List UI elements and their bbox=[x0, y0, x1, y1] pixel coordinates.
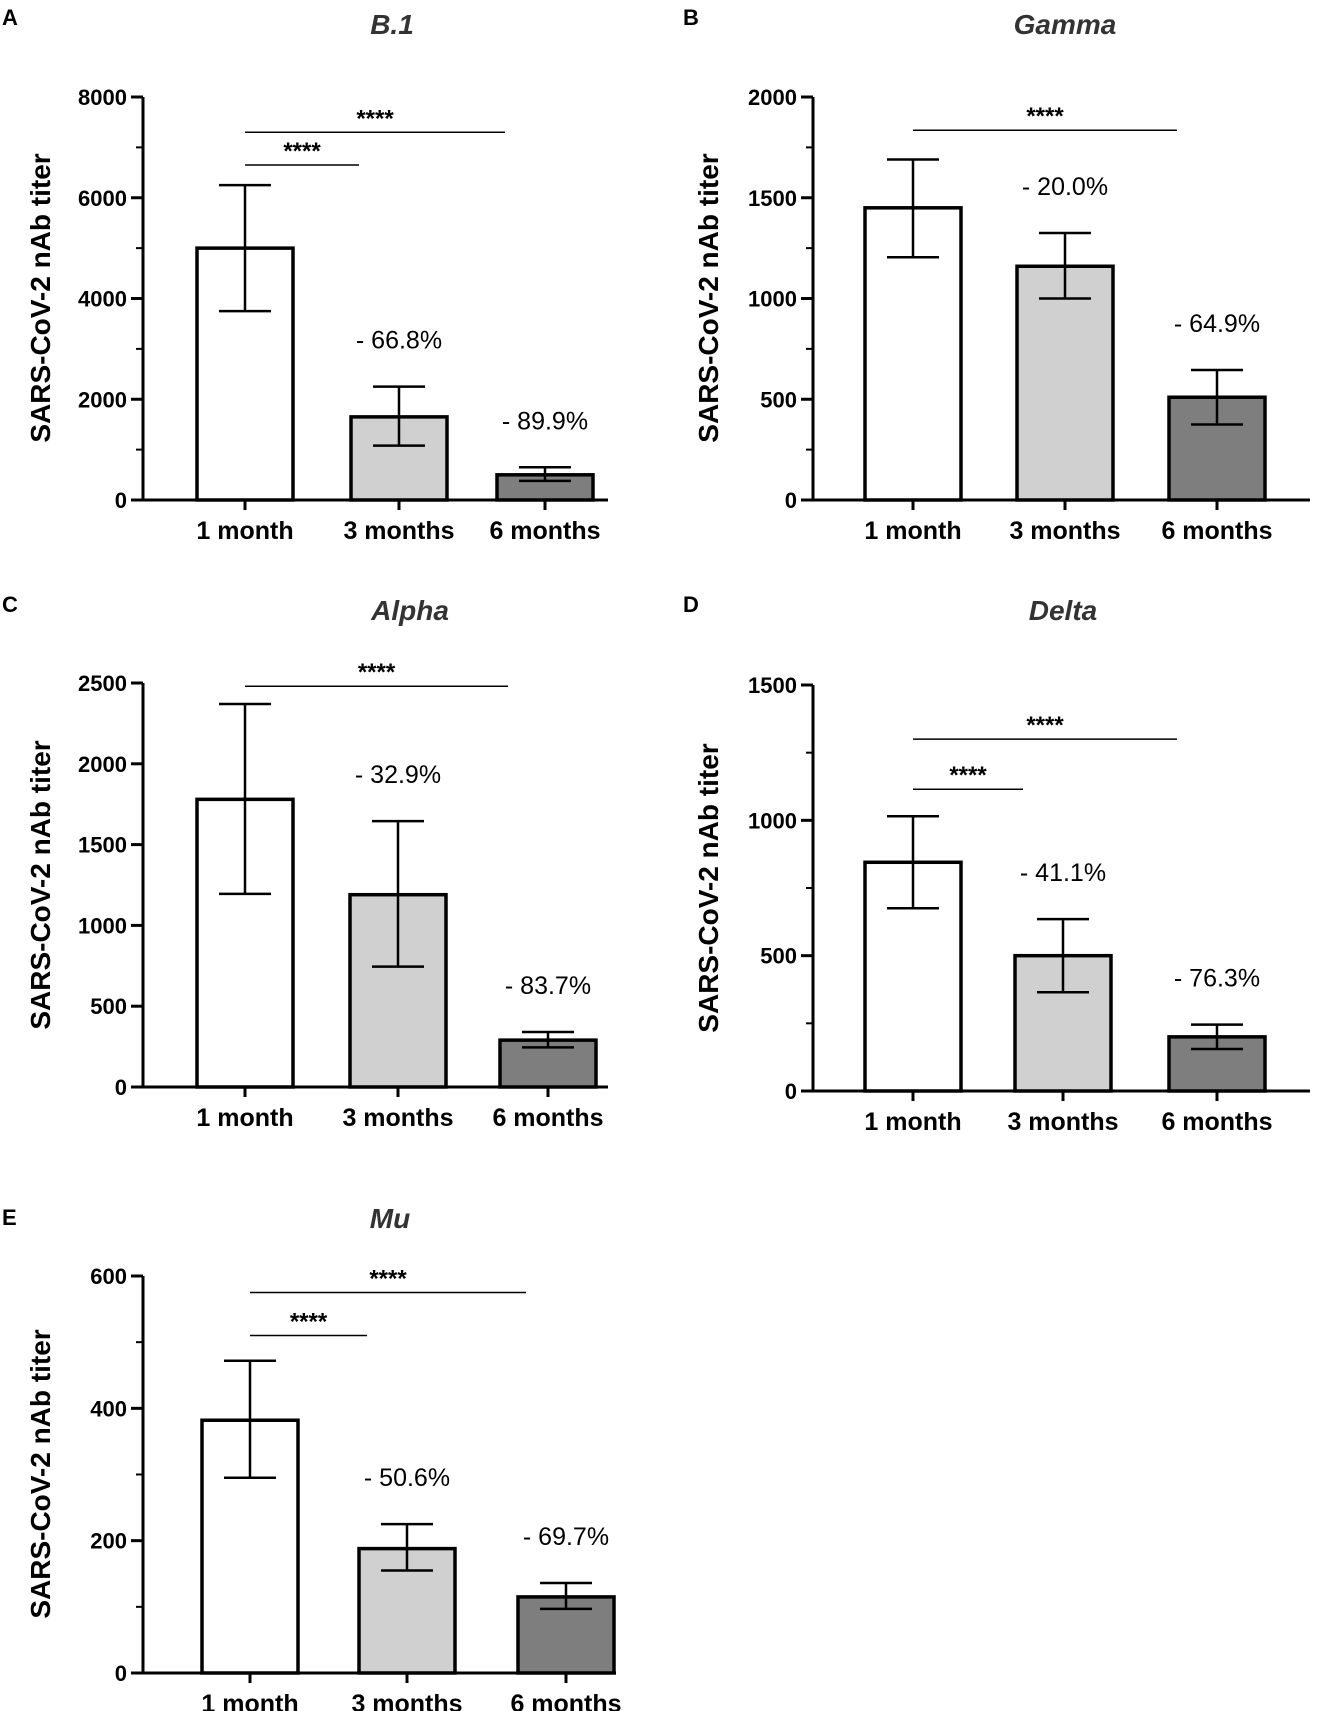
y-axis-label: SARS-CoV-2 nAb titer bbox=[25, 740, 56, 1029]
y-tick-label: 1000 bbox=[748, 287, 797, 312]
percent-change-label: - 69.7% bbox=[523, 1523, 609, 1551]
chart-title: Mu bbox=[370, 1203, 410, 1234]
x-tick-label: 1 month bbox=[196, 1104, 293, 1132]
y-tick-label: 0 bbox=[115, 1075, 127, 1100]
y-tick-label: 1500 bbox=[748, 673, 797, 698]
y-axis-label: SARS-CoV-2 nAb titer bbox=[25, 1329, 56, 1618]
x-tick-label: 1 month bbox=[864, 1108, 961, 1136]
y-tick-label: 200 bbox=[90, 1529, 127, 1554]
y-tick-label: 6000 bbox=[78, 186, 127, 211]
x-tick-label: 1 month bbox=[864, 517, 961, 545]
y-tick-label: 1000 bbox=[78, 913, 127, 938]
y-tick-label: 500 bbox=[760, 944, 797, 969]
y-tick-label: 400 bbox=[90, 1396, 127, 1421]
y-tick-label: 0 bbox=[785, 1079, 797, 1104]
y-tick-label: 2500 bbox=[78, 671, 127, 696]
y-tick-label: 600 bbox=[90, 1264, 127, 1289]
chart-title: Delta bbox=[1029, 595, 1097, 626]
x-tick-label: 6 months bbox=[510, 1690, 621, 1711]
panel-letter: E bbox=[2, 1205, 17, 1230]
x-tick-label: 3 months bbox=[1009, 517, 1120, 545]
x-tick-label: 6 months bbox=[1161, 517, 1272, 545]
x-tick-label: 3 months bbox=[351, 1690, 462, 1711]
y-tick-label: 0 bbox=[115, 488, 127, 513]
y-tick-label: 4000 bbox=[78, 287, 127, 312]
y-tick-label: 2000 bbox=[78, 387, 127, 412]
x-tick-label: 6 months bbox=[489, 517, 600, 545]
percent-change-label: - 83.7% bbox=[505, 972, 591, 1000]
y-tick-label: 500 bbox=[90, 994, 127, 1019]
x-tick-label: 3 months bbox=[1007, 1108, 1118, 1136]
bar-3-months bbox=[357, 1546, 457, 1675]
significance-label: **** bbox=[356, 105, 394, 132]
chart-title: Gamma bbox=[1014, 9, 1117, 40]
panel-letter: A bbox=[2, 5, 18, 30]
percent-change-label: - 32.9% bbox=[355, 761, 441, 789]
x-tick-label: 6 months bbox=[492, 1104, 603, 1132]
significance-label: **** bbox=[949, 762, 987, 789]
chart-panel-c: C Alpha SARS-CoV-2 nAb titer 0 500 1000 1500 20… bbox=[2, 592, 608, 1132]
y-tick-label: 1500 bbox=[78, 833, 127, 858]
significance-label: **** bbox=[358, 659, 396, 686]
y-tick-label: 0 bbox=[785, 488, 797, 513]
panel-letter: C bbox=[2, 592, 18, 617]
y-axis-label: SARS-CoV-2 nAb titer bbox=[693, 743, 724, 1032]
y-tick-label: 0 bbox=[115, 1661, 127, 1686]
percent-change-label: - 41.1% bbox=[1020, 859, 1106, 887]
percent-change-label: - 50.6% bbox=[364, 1464, 450, 1492]
percent-change-label: - 20.0% bbox=[1022, 173, 1108, 201]
y-tick-label: 8000 bbox=[78, 85, 127, 110]
percent-change-label: - 89.9% bbox=[502, 407, 588, 435]
chart-panel-a: A B.1 SARS-CoV-2 nAb titer 0 2000 4000 6000 800… bbox=[2, 5, 608, 545]
significance-label: **** bbox=[1026, 712, 1064, 739]
significance-label: **** bbox=[290, 1309, 328, 1336]
x-tick-label: 3 months bbox=[342, 1104, 453, 1132]
x-tick-label: 3 months bbox=[343, 517, 454, 545]
bar-1-month bbox=[863, 206, 963, 502]
y-tick-label: 1500 bbox=[748, 186, 797, 211]
y-axis-label: SARS-CoV-2 nAb titer bbox=[693, 153, 724, 442]
percent-change-label: - 64.9% bbox=[1174, 310, 1260, 338]
y-tick-label: 2000 bbox=[78, 752, 127, 777]
chart-panel-d: D Delta SARS-CoV-2 nAb titer 0 500 1000 1500 1 … bbox=[683, 592, 1310, 1136]
chart-title: Alpha bbox=[370, 595, 449, 626]
significance-label: **** bbox=[369, 1266, 407, 1293]
chart-title: B.1 bbox=[370, 9, 414, 40]
y-tick-label: 1000 bbox=[748, 808, 797, 833]
x-tick-label: 1 month bbox=[196, 517, 293, 545]
chart-panel-e: E Mu SARS-CoV-2 nAb titer 0 200 400 600 1 month… bbox=[2, 1203, 622, 1711]
y-tick-label: 2000 bbox=[748, 85, 797, 110]
y-tick-label: 500 bbox=[760, 387, 797, 412]
percent-change-label: - 66.8% bbox=[356, 327, 442, 355]
x-tick-label: 1 month bbox=[201, 1690, 298, 1711]
significance-label: **** bbox=[1026, 103, 1064, 130]
panel-letter: B bbox=[683, 5, 699, 30]
significance-label: **** bbox=[283, 138, 321, 165]
bar-3-months bbox=[1015, 264, 1115, 502]
x-tick-label: 6 months bbox=[1161, 1108, 1272, 1136]
y-axis-label: SARS-CoV-2 nAb titer bbox=[25, 153, 56, 442]
chart-panel-b: B Gamma SARS-CoV-2 nAb titer 0 500 1000 1500 20… bbox=[683, 5, 1310, 545]
panel-letter: D bbox=[683, 592, 699, 617]
percent-change-label: - 76.3% bbox=[1174, 965, 1260, 993]
